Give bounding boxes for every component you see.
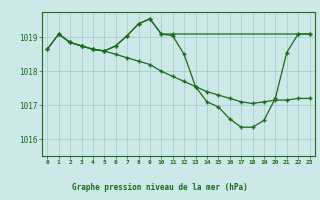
Text: Graphe pression niveau de la mer (hPa): Graphe pression niveau de la mer (hPa) [72, 183, 248, 192]
